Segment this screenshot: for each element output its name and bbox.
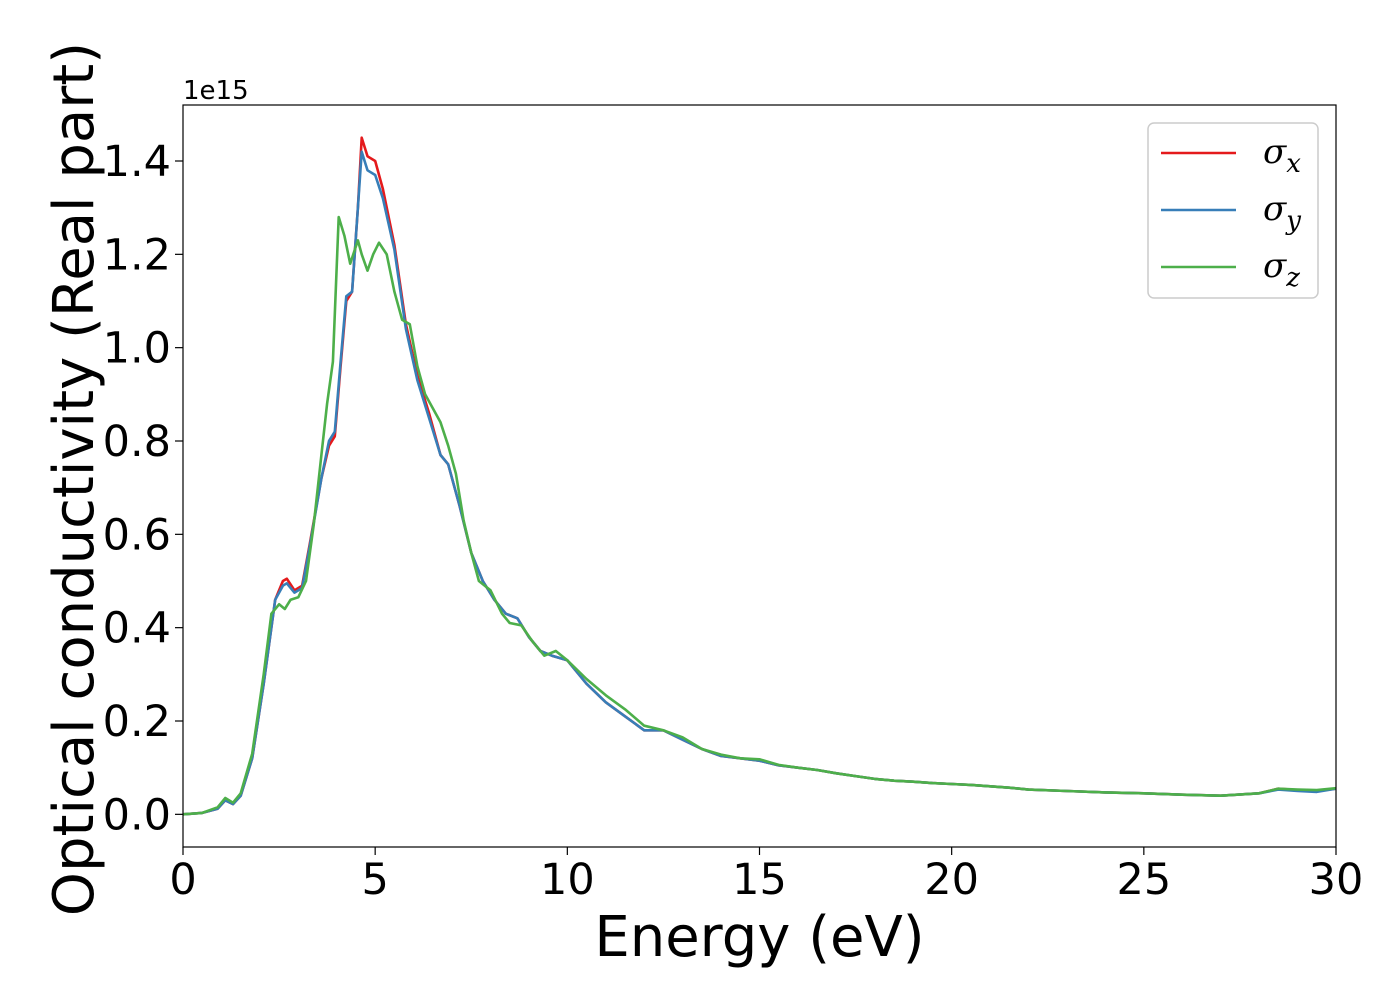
x-tick-label: 10 <box>540 855 595 905</box>
x-tick-label: 15 <box>732 855 787 905</box>
legend-label-y: σy <box>1263 189 1301 236</box>
y-tick-label: 0.2 <box>103 697 171 747</box>
y-tick-label: 1.0 <box>103 324 171 374</box>
x-tick-label: 5 <box>361 855 388 905</box>
y-axis-label: Optical conductivity (Real part) <box>42 42 107 916</box>
y-tick-label: 0.0 <box>103 790 171 840</box>
legend-label-base: σ <box>1263 132 1287 172</box>
x-tick-label: 20 <box>924 855 979 905</box>
y-offset-label: 1e15 <box>183 76 249 106</box>
legend-label-base: σ <box>1263 189 1287 229</box>
legend-label-subscript: y <box>1285 206 1301 236</box>
series-line-z <box>183 215 1336 816</box>
y-tick-label: 0.4 <box>103 604 171 654</box>
y-axis-ticks: 0.0 0.2 0.4 0.6 0.8 1.0 1.2 1.4 <box>103 137 183 840</box>
legend-label-subscript: z <box>1285 263 1300 293</box>
x-tick-label: 25 <box>1116 855 1171 905</box>
x-tick-label: 0 <box>169 855 196 905</box>
y-tick-label: 0.8 <box>103 417 171 467</box>
x-axis-ticks: 0 5 10 15 20 25 30 <box>169 847 1363 905</box>
legend-label-subscript: x <box>1286 149 1301 179</box>
y-tick-label: 1.2 <box>103 230 171 280</box>
y-tick-label: 0.6 <box>103 510 171 560</box>
legend-label-x: σx <box>1263 132 1301 179</box>
legend-label-z: σz <box>1263 246 1300 293</box>
x-axis-label: Energy (eV) <box>594 905 924 970</box>
plot-lines <box>183 136 1336 816</box>
legend-label-base: σ <box>1263 246 1287 286</box>
y-tick-label: 1.4 <box>103 137 171 187</box>
x-tick-label: 30 <box>1309 855 1364 905</box>
